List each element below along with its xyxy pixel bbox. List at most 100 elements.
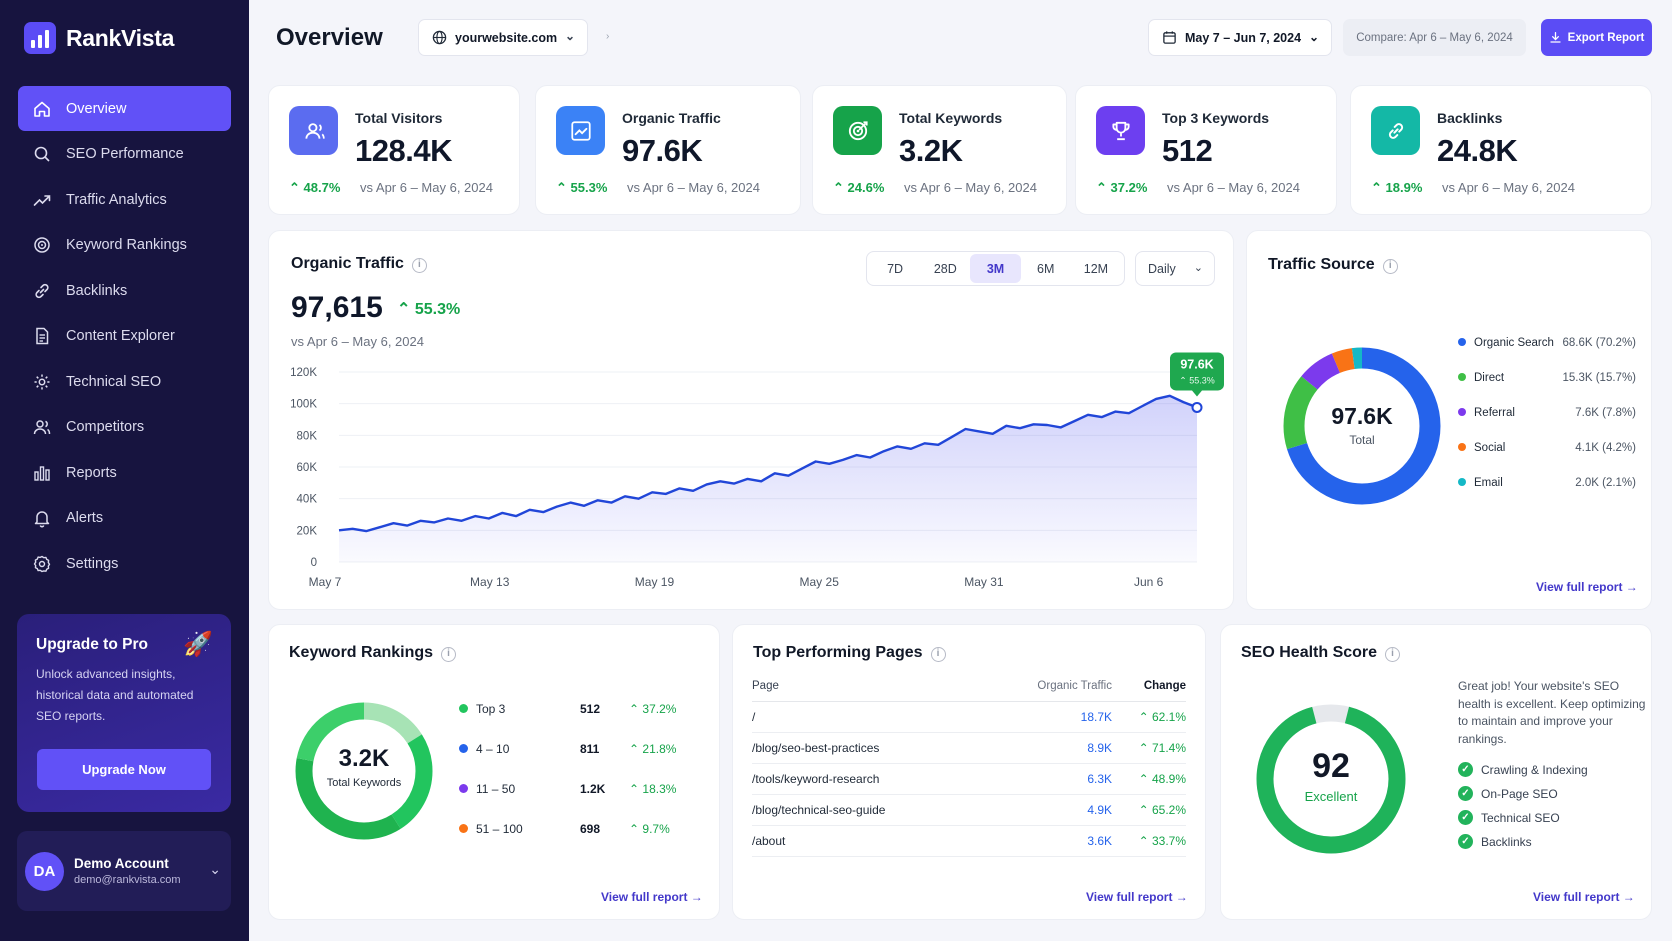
info-icon[interactable]: i: [1382, 259, 1398, 274]
granularity-select[interactable]: Daily ⌄: [1135, 251, 1215, 286]
sidebar-item-backlinks[interactable]: Backlinks: [18, 268, 231, 313]
health-check-label: Backlinks: [1481, 834, 1532, 849]
keyword-rank-row[interactable]: Top 3 512 ⌃ 37.2%: [459, 702, 685, 716]
kpi-value: 24.8K: [1437, 133, 1518, 168]
kpi-change-text: 24.6%: [847, 180, 885, 195]
view-full-report-link[interactable]: View full report →: [601, 890, 703, 904]
kpi-change-text: 37.2%: [1110, 180, 1148, 195]
legend-item-email[interactable]: Email 2.0K (2.1%): [1458, 477, 1636, 489]
sidebar-item-competitors[interactable]: Competitors: [18, 405, 231, 450]
page-path[interactable]: /: [752, 710, 756, 724]
seo-health-title-text: SEO Health Score: [1241, 644, 1378, 661]
arrow-up-icon: ⌃: [629, 742, 643, 756]
info-icon[interactable]: i: [441, 647, 457, 662]
kpi-card-total-visitors[interactable]: Total Visitors 128.4K ⌃ 48.7% vs Apr 6 – Ma…: [268, 85, 520, 215]
sidebar-item-content-explorer[interactable]: Content Explorer: [18, 314, 231, 359]
link-icon: [1371, 106, 1420, 155]
page-path[interactable]: /about: [752, 834, 786, 848]
sidebar-item-technical-seo[interactable]: Technical SEO: [18, 359, 231, 404]
table-row[interactable]: /tools/keyword-research 6.3K ⌃ 48.9%: [752, 764, 1186, 795]
brand[interactable]: RankVista: [24, 22, 174, 54]
column-header[interactable]: Page: [752, 679, 779, 692]
link-icon: [35, 283, 49, 298]
keyword-rank-row[interactable]: 51 – 100 698 ⌃ 9.7%: [459, 822, 685, 836]
table-row[interactable]: /blog/seo-best-practices 8.9K ⌃ 71.4%: [752, 733, 1186, 764]
kpi-change: ⌃ 48.7%: [289, 180, 340, 196]
table-row[interactable]: /blog/technical-seo-guide 4.9K ⌃ 65.2%: [752, 795, 1186, 826]
table-row[interactable]: /about 3.6K ⌃ 33.7%: [752, 826, 1186, 857]
health-check-label: On-Page SEO: [1481, 786, 1558, 801]
keyword-rank-row[interactable]: 11 – 50 1.2K ⌃ 18.3%: [459, 782, 685, 796]
sidebar-item-seo-performance[interactable]: SEO Performance: [18, 132, 231, 177]
organic-traffic-title: Organic Traffic i: [291, 255, 427, 273]
legend-dot: [1458, 408, 1466, 416]
info-icon[interactable]: i: [930, 647, 946, 662]
sidebar-item-alerts[interactable]: Alerts: [18, 496, 231, 541]
view-full-report-link[interactable]: View full report →: [1536, 580, 1638, 594]
range-tab-12m[interactable]: 12M: [1083, 261, 1109, 276]
check-icon: ✓: [1458, 810, 1473, 825]
legend-item-social[interactable]: Social 4.1K (4.2%): [1458, 442, 1636, 454]
kpi-label: Total Keywords: [899, 110, 1003, 126]
info-icon[interactable]: i: [1385, 647, 1401, 662]
arrow-up-icon: ⌃: [1371, 180, 1386, 195]
range-tab-6m[interactable]: 6M: [1037, 261, 1055, 276]
legend-label: Email: [1474, 477, 1503, 489]
kpi-change: ⌃ 55.3%: [556, 180, 607, 196]
rank-change-text: 21.8%: [642, 742, 677, 756]
compare-range[interactable]: Compare: Apr 6 – May 6, 2024: [1343, 19, 1526, 56]
column-header[interactable]: Change: [1143, 679, 1186, 692]
date-range-picker[interactable]: May 7 – Jun 7, 2024 ⌄: [1148, 19, 1332, 56]
trending-icon: [33, 194, 51, 206]
sidebar-item-overview[interactable]: Overview: [18, 86, 231, 131]
view-full-report-link[interactable]: View full report →: [1533, 890, 1635, 904]
legend-value: 15.3K (15.7%): [1562, 372, 1636, 384]
page-traffic: 4.9K: [1087, 803, 1112, 817]
arrow-up-icon: ⌃: [833, 180, 848, 195]
info-icon[interactable]: i: [411, 258, 427, 273]
brand-name: RankVista: [66, 24, 175, 51]
legend-item-referral[interactable]: Referral 7.6K (7.8%): [1458, 407, 1636, 419]
account-menu[interactable]: DA Demo Account demo@rankvista.com ⌄: [17, 831, 231, 911]
arrow-up-icon: ⌃: [629, 702, 643, 716]
seo-health-description: Great job! Your website's SEO health is …: [1458, 679, 1646, 746]
page-path[interactable]: /blog/seo-best-practices: [752, 741, 880, 755]
top-pages-title-text: Top Performing Pages: [753, 644, 923, 661]
upgrade-button[interactable]: Upgrade Now: [37, 749, 211, 790]
view-full-report-link[interactable]: View full report →: [1086, 890, 1188, 904]
sidebar-item-label: Technical SEO: [66, 373, 162, 390]
sidebar-item-settings[interactable]: Settings: [18, 541, 231, 586]
table-row[interactable]: /18.7K ⌃ 62.1%: [752, 702, 1186, 733]
range-tab-3m[interactable]: 3M: [970, 254, 1021, 283]
chevron-down-icon[interactable]: ⌄: [209, 861, 221, 877]
site-selector[interactable]: yourwebsite.com ⌄: [418, 19, 588, 56]
kpi-card-top-3-keywords[interactable]: Top 3 Keywords 512 ⌃ 37.2% vs Apr 6 – May 6…: [1075, 85, 1337, 215]
rank-dot: [459, 784, 468, 793]
rank-change-text: 18.3%: [642, 782, 677, 796]
range-tab-7d[interactable]: 7D: [887, 261, 904, 276]
traffic-source-title: Traffic Source i: [1268, 256, 1398, 274]
sidebar-item-reports[interactable]: Reports: [18, 450, 231, 495]
export-report-button[interactable]: Export Report: [1541, 19, 1652, 56]
page-path[interactable]: /blog/technical-seo-guide: [752, 803, 886, 817]
page-path[interactable]: /tools/keyword-research: [752, 772, 880, 786]
range-tab-28d[interactable]: 28D: [933, 261, 957, 276]
kpi-card-organic-traffic[interactable]: Organic Traffic 97.6K ⌃ 55.3% vs Apr 6 – Ma…: [535, 85, 801, 215]
keyword-rankings-title: Keyword Rankings i: [289, 644, 457, 662]
sidebar-item-label: Settings: [66, 555, 119, 572]
kpi-change: ⌃ 37.2%: [1096, 180, 1147, 196]
kpi-card-backlinks[interactable]: Backlinks 24.8K ⌃ 18.9% vs Apr 6 – May 6, 2…: [1350, 85, 1652, 215]
keyword-rank-row[interactable]: 4 – 10 811 ⌃ 21.8%: [459, 742, 685, 756]
tooltip-value: 97.6K: [1180, 357, 1213, 371]
column-header[interactable]: Organic Traffic: [1037, 679, 1112, 692]
rank-label: Top 3: [476, 702, 506, 716]
sidebar: RankVista Overview SEO Performance Traffic…: [0, 0, 249, 941]
kpi-label: Backlinks: [1437, 110, 1503, 126]
top-pages-card: Top Performing Pages i View full report →: [732, 624, 1206, 920]
kpi-card-total-keywords[interactable]: Total Keywords 3.2K ⌃ 24.6% vs Apr 6 – May …: [812, 85, 1067, 215]
legend-item-organic-search[interactable]: Organic Search 68.6K (70.2%): [1458, 337, 1636, 349]
legend-item-direct[interactable]: Direct 15.3K (15.7%): [1458, 372, 1636, 384]
sidebar-item-traffic-analytics[interactable]: Traffic Analytics: [18, 177, 231, 222]
sidebar-item-label: Overview: [66, 100, 127, 117]
sidebar-item-keyword-rankings[interactable]: Keyword Rankings: [18, 223, 231, 268]
